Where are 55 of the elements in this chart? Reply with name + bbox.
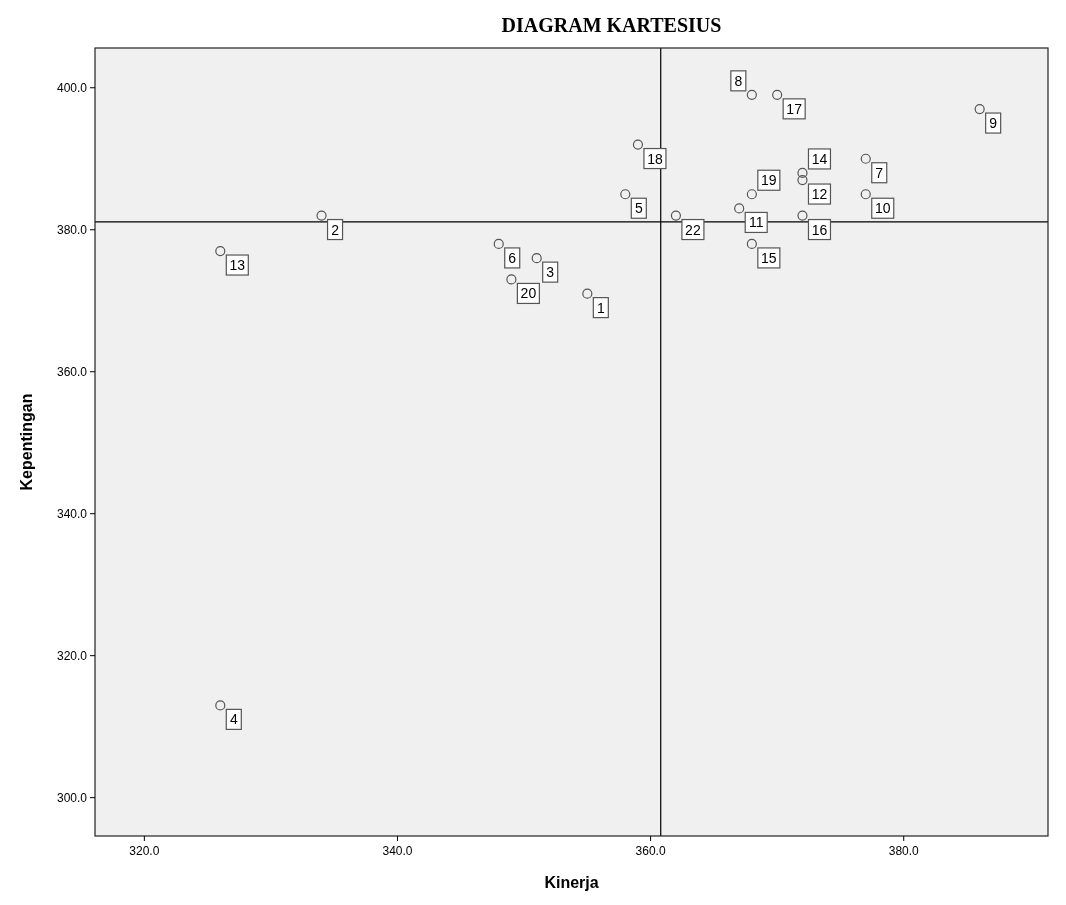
- y-tick-label: 380.0: [56, 222, 88, 237]
- y-tick-label: 300.0: [56, 790, 88, 805]
- annotation: 13: [229, 257, 246, 274]
- y-axis-title: Kepentingan: [18, 393, 35, 491]
- annotation: 16: [811, 221, 828, 238]
- annotation: 14: [811, 150, 828, 167]
- y-tick-label: 360.0: [56, 364, 88, 379]
- point: [746, 238, 757, 250]
- point: [493, 238, 504, 250]
- annotation: 8: [734, 72, 743, 89]
- annotation: 5: [634, 200, 643, 217]
- x-tick-label: 360.0: [635, 844, 666, 858]
- point: [797, 210, 808, 221]
- point: [506, 274, 517, 285]
- annotation: 18: [647, 150, 663, 167]
- annotation: 2: [331, 221, 340, 238]
- y-tick-label: 320.0: [56, 648, 88, 663]
- point: [772, 89, 783, 100]
- point: [316, 210, 327, 221]
- annotation: 4: [229, 711, 238, 728]
- x-tick-label: 380.0: [888, 844, 920, 858]
- annotation: 22: [685, 221, 701, 238]
- annotation: 1: [596, 299, 605, 316]
- point: [215, 700, 226, 711]
- point: [797, 174, 808, 186]
- point: [582, 288, 593, 299]
- point: [860, 153, 871, 164]
- annotation: 20: [520, 285, 537, 302]
- point: [860, 189, 871, 200]
- annotation: 3: [546, 264, 555, 281]
- chart-title: DIAGRAM KARTESIUS: [501, 14, 722, 36]
- annotation: 17: [786, 100, 803, 117]
- point: [974, 103, 985, 115]
- y-tick-label: 400.0: [56, 80, 88, 95]
- annotation: 9: [989, 115, 998, 132]
- point: [670, 210, 682, 221]
- annotation: 12: [811, 186, 828, 203]
- point: [632, 139, 644, 150]
- annotation: 10: [874, 200, 891, 217]
- point: [746, 89, 757, 100]
- point: [746, 189, 757, 200]
- point: [215, 245, 226, 257]
- x-tick-label: 320.0: [129, 844, 160, 858]
- point: [531, 253, 542, 264]
- annotation: 15: [761, 249, 777, 266]
- point: [734, 203, 745, 214]
- annotation: 19: [761, 172, 777, 189]
- x-axis-title: Kinerja: [544, 874, 599, 891]
- annotation: 11: [748, 214, 764, 231]
- annotation: 7: [875, 164, 884, 181]
- y-tick-label: 340.0: [56, 506, 88, 521]
- point: [620, 189, 631, 200]
- x-tick-label: 340.0: [382, 844, 413, 858]
- point: [797, 167, 808, 179]
- annotation: 6: [508, 249, 517, 266]
